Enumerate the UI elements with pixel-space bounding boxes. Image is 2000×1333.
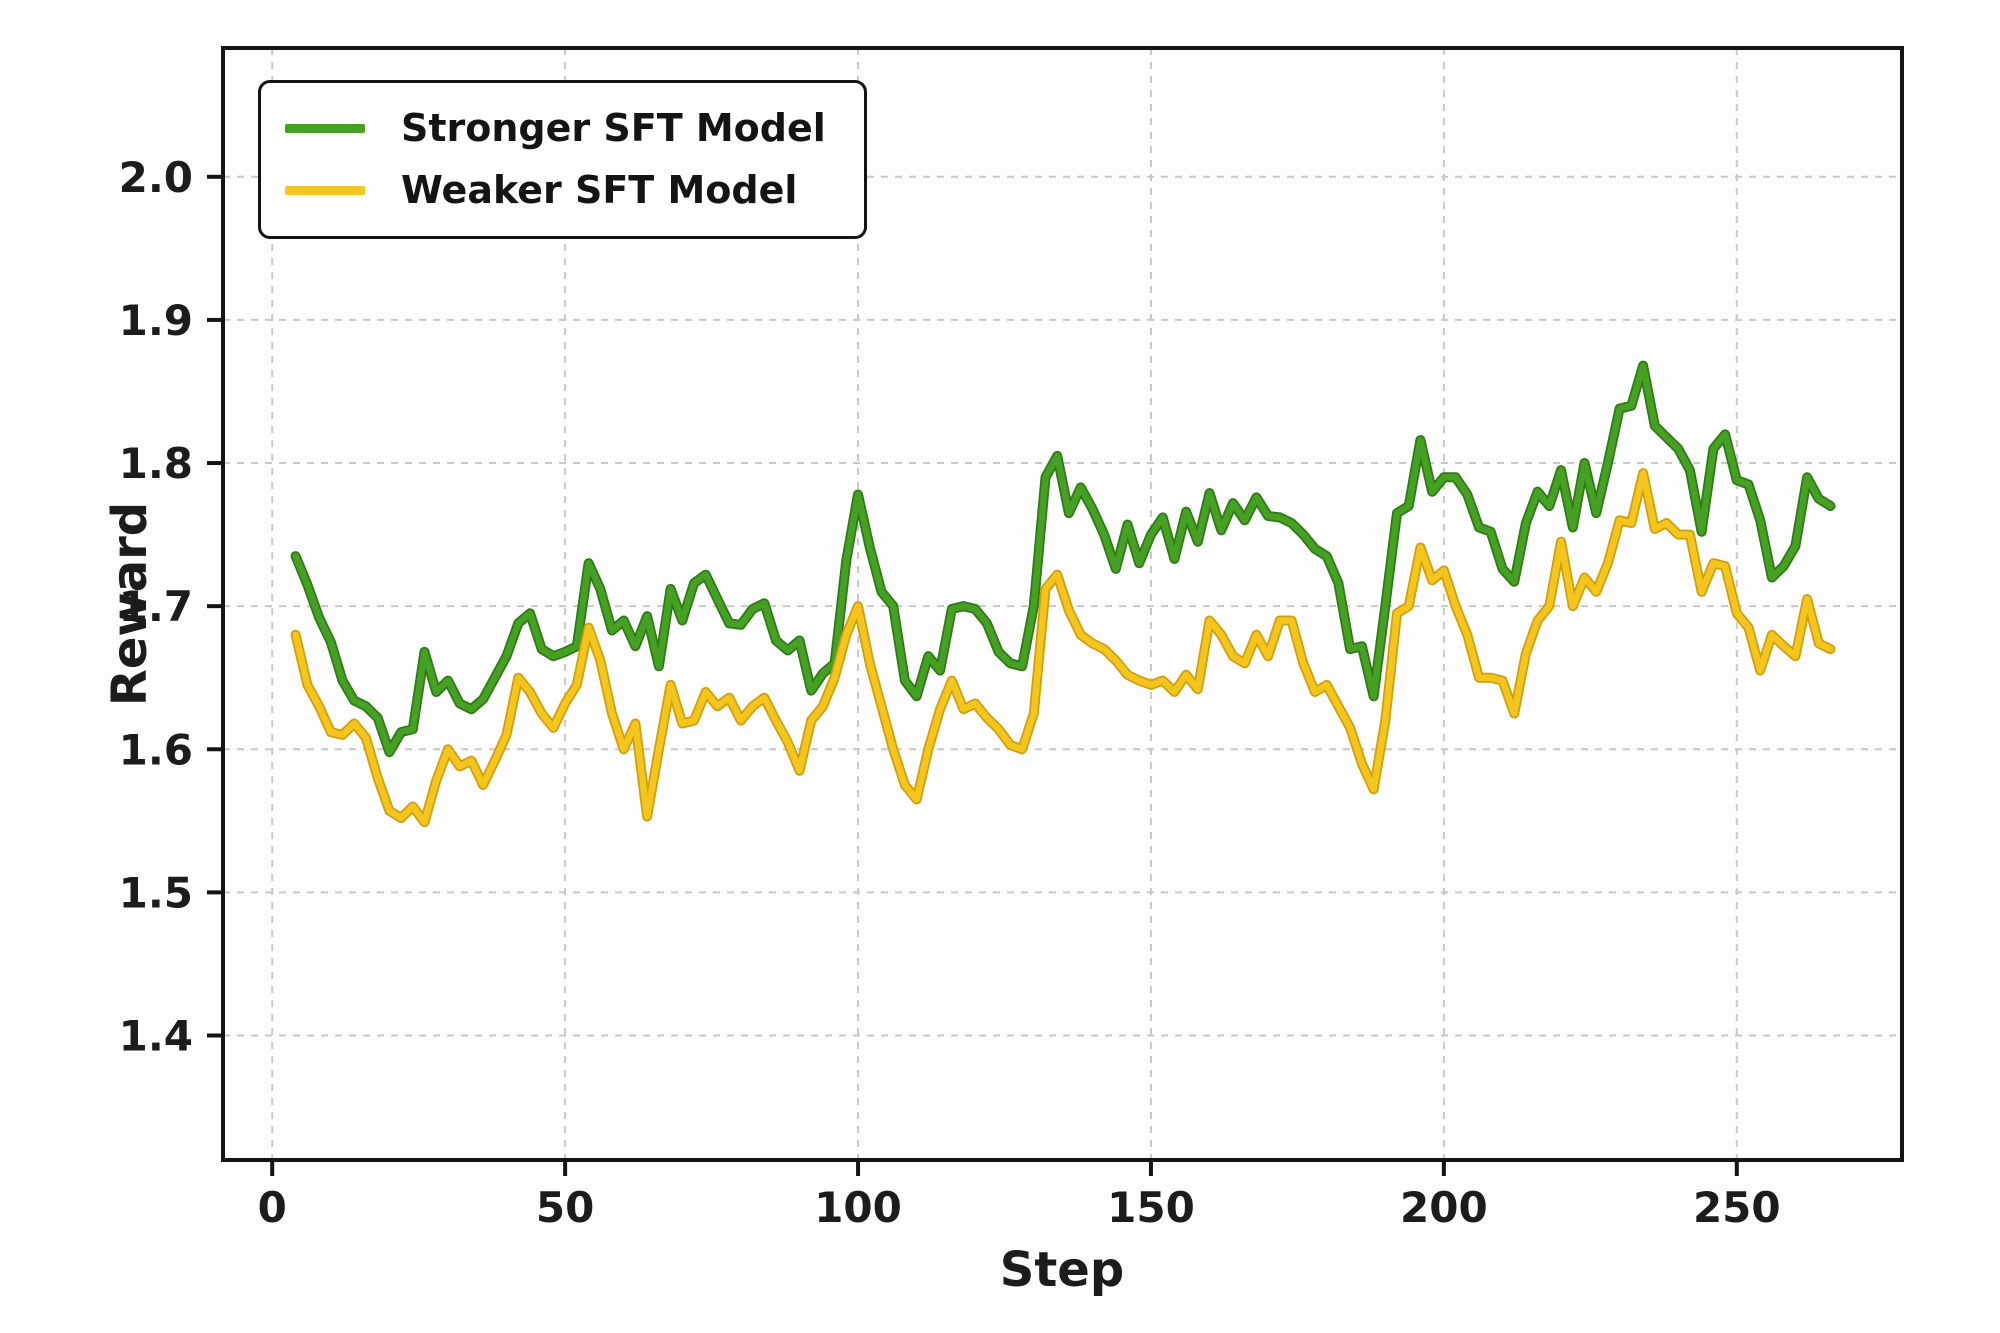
- x-tick-label: 100: [814, 1183, 902, 1232]
- legend-label: Weaker SFT Model: [401, 167, 798, 212]
- x-tick-label: 0: [258, 1183, 287, 1232]
- y-tick-label: 1.5: [119, 868, 193, 917]
- y-axis-title: Reward: [102, 501, 159, 707]
- y-tick-label: 1.4: [119, 1011, 193, 1060]
- series-line-0: [292, 362, 1834, 756]
- series-line-1: [292, 469, 1834, 826]
- legend-item-stronger-sft: Stronger SFT Model: [285, 106, 826, 151]
- y-tick-label: 1.8: [119, 439, 193, 488]
- legend: Stronger SFT Model Weaker SFT Model: [258, 80, 867, 240]
- x-tick-label: 250: [1693, 1183, 1781, 1232]
- x-tick-label: 150: [1107, 1183, 1195, 1232]
- legend-label: Stronger SFT Model: [401, 106, 826, 150]
- plot-frame: [221, 46, 1904, 1162]
- y-tick-label: 1.7: [119, 582, 193, 631]
- legend-line-swatch-green: [285, 124, 365, 134]
- y-tick-label: 1.6: [119, 725, 193, 774]
- y-tick-label: 1.9: [119, 296, 193, 345]
- x-tick-label: 50: [536, 1183, 594, 1232]
- legend-item-weaker-sft: Weaker SFT Model: [285, 167, 826, 213]
- x-tick-label: 200: [1400, 1183, 1488, 1232]
- legend-line-swatch-yellow: [285, 186, 365, 196]
- x-axis-title: Step: [999, 1242, 1125, 1298]
- series-line-edge-1: [290, 468, 1836, 828]
- y-tick-label: 2.0: [119, 153, 193, 202]
